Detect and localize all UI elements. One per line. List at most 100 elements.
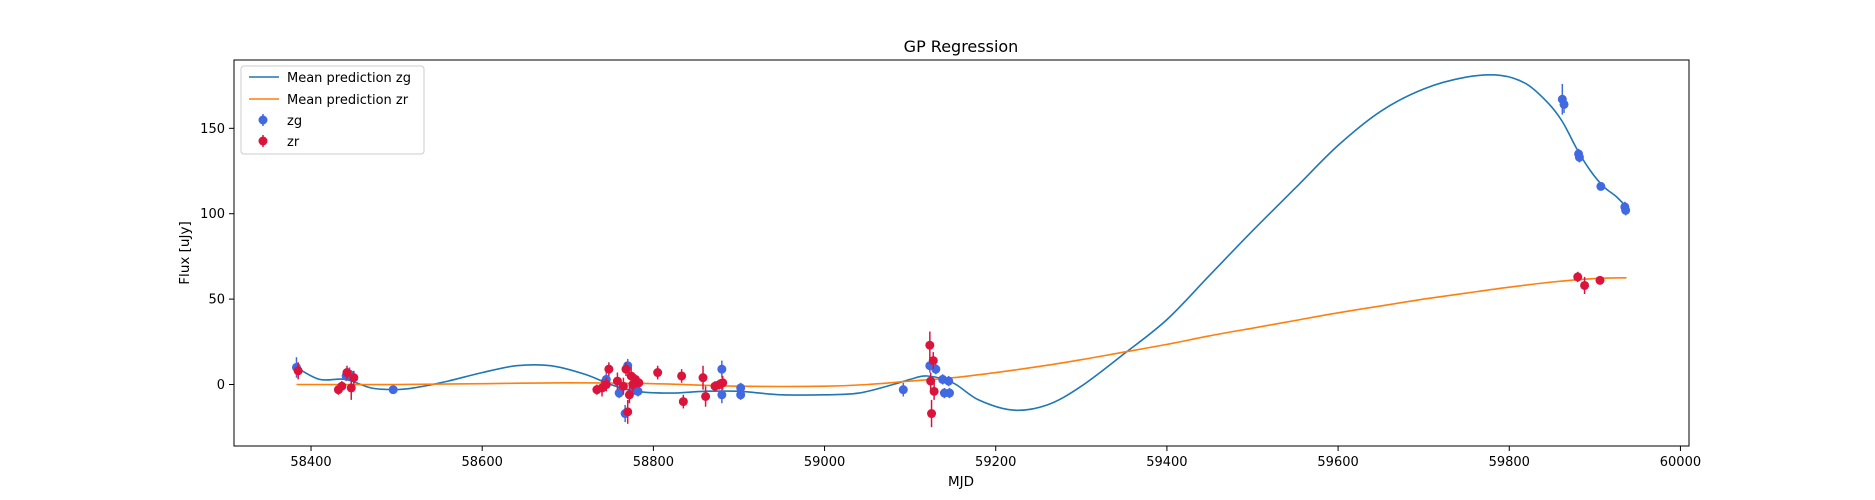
data-point-zr — [653, 365, 663, 380]
data-point-zr — [624, 386, 634, 404]
marker-zr — [1595, 275, 1605, 285]
marker-zg — [945, 388, 955, 398]
marker-zr — [698, 373, 708, 383]
legend-entry-zg-line: Mean prediction zg — [249, 71, 411, 86]
data-point-zg — [1557, 83, 1567, 115]
marker-zg — [1596, 181, 1606, 191]
legend-box — [240, 65, 425, 155]
marker-zr — [701, 391, 711, 401]
marker-zr — [678, 397, 688, 407]
y-axis-label: Flux [uJy] — [177, 221, 193, 284]
data-point-zr — [1573, 271, 1583, 283]
y-tick-label: 0 — [217, 378, 225, 393]
y-tick-label: 50 — [208, 293, 225, 308]
plot-frame — [233, 59, 1690, 447]
y-tick-label: 100 — [200, 207, 225, 222]
data-point-zr — [293, 362, 303, 380]
data-point-zr — [621, 362, 631, 376]
marker-zr — [677, 371, 687, 381]
data-point-zr — [349, 370, 359, 385]
marker-zg — [944, 376, 954, 386]
marker-zr — [349, 373, 359, 383]
marker-zr — [293, 366, 303, 376]
marker-zg — [1621, 205, 1631, 215]
marker-zg — [633, 386, 643, 396]
marker-zg — [717, 364, 727, 374]
x-tick-label: 59800 — [1489, 455, 1530, 470]
data-point-zg — [1596, 181, 1606, 191]
data-point-zr — [678, 394, 688, 409]
data-point-zg — [944, 375, 954, 387]
data-point-zr — [337, 381, 347, 392]
marker-zg — [898, 385, 908, 395]
marker-zr — [927, 409, 937, 419]
marker-zr — [718, 378, 728, 388]
marker-zr — [346, 383, 356, 393]
data-point-zr — [601, 377, 611, 392]
legend: Mean prediction zg Mean prediction zr zg… — [240, 65, 425, 155]
x-tick-label: 60000 — [1660, 455, 1701, 470]
series-layer — [291, 74, 1631, 428]
legend-label-zg-line: Mean prediction zg — [287, 71, 411, 86]
data-point-zg — [1621, 205, 1631, 216]
data-point-zg — [945, 387, 955, 399]
x-tick-label: 58400 — [290, 455, 331, 470]
marker-zr — [925, 340, 935, 350]
marker-zr — [653, 368, 663, 378]
marker-zr — [612, 376, 622, 386]
marker-zr — [1580, 280, 1590, 290]
data-point-zg — [1574, 152, 1584, 163]
chart-title: GP Regression — [904, 37, 1019, 56]
data-point-zr — [634, 377, 644, 388]
marker-zr — [926, 376, 936, 386]
data-point-zg — [736, 389, 746, 400]
data-point-zg — [898, 382, 908, 397]
data-point-zr — [618, 377, 628, 395]
data-point-zg — [717, 360, 727, 378]
data-point-zr — [1580, 276, 1590, 294]
marker-zr — [929, 386, 939, 396]
data-point-zr — [925, 331, 935, 359]
marker-zr — [623, 407, 633, 417]
axes-layer: 58400 58600 58800 59000 59200 59400 59600 59800… — [200, 122, 1701, 470]
data-point-zr — [623, 399, 633, 424]
data-point-zr — [926, 372, 936, 390]
marker-zr — [928, 356, 938, 366]
data-point-zr — [701, 386, 711, 407]
data-point-zr — [612, 372, 622, 390]
marker-zg — [736, 390, 746, 400]
data-point-zr — [718, 375, 728, 390]
legend-label-zr-points: zr — [287, 135, 300, 150]
legend-label-zg-points: zg — [287, 114, 302, 129]
x-tick-label: 59000 — [804, 455, 845, 470]
data-point-zr — [929, 382, 939, 400]
data-point-zr — [927, 399, 937, 428]
marker-zr — [342, 368, 352, 378]
marker-zr — [1573, 272, 1583, 282]
x-tick-label: 59600 — [1317, 455, 1358, 470]
x-tick-label: 58800 — [633, 455, 674, 470]
series-line-mean-prediction-zg — [296, 74, 1628, 412]
marker-zr — [604, 364, 614, 374]
marker-zr — [337, 381, 347, 391]
x-tick-label: 58600 — [462, 455, 503, 470]
legend-entry-zr-line: Mean prediction zr — [249, 93, 409, 108]
marker-zg — [388, 385, 398, 395]
legend-label-zr-line: Mean prediction zr — [287, 93, 409, 108]
data-point-zr — [928, 352, 938, 370]
data-point-zg — [614, 387, 624, 399]
marker-zr — [621, 364, 631, 374]
data-point-zr — [342, 365, 352, 380]
data-point-zr — [677, 369, 687, 383]
data-point-zr — [698, 365, 708, 390]
marker-zg — [717, 390, 727, 400]
marker-zr — [634, 378, 644, 388]
data-point-zr — [1595, 275, 1605, 285]
marker-zg — [614, 388, 624, 398]
marker-zg — [1574, 152, 1584, 162]
legend-entry-zr-points: zr — [258, 135, 300, 150]
x-tick-label: 59400 — [1146, 455, 1187, 470]
data-point-zg — [388, 385, 398, 395]
